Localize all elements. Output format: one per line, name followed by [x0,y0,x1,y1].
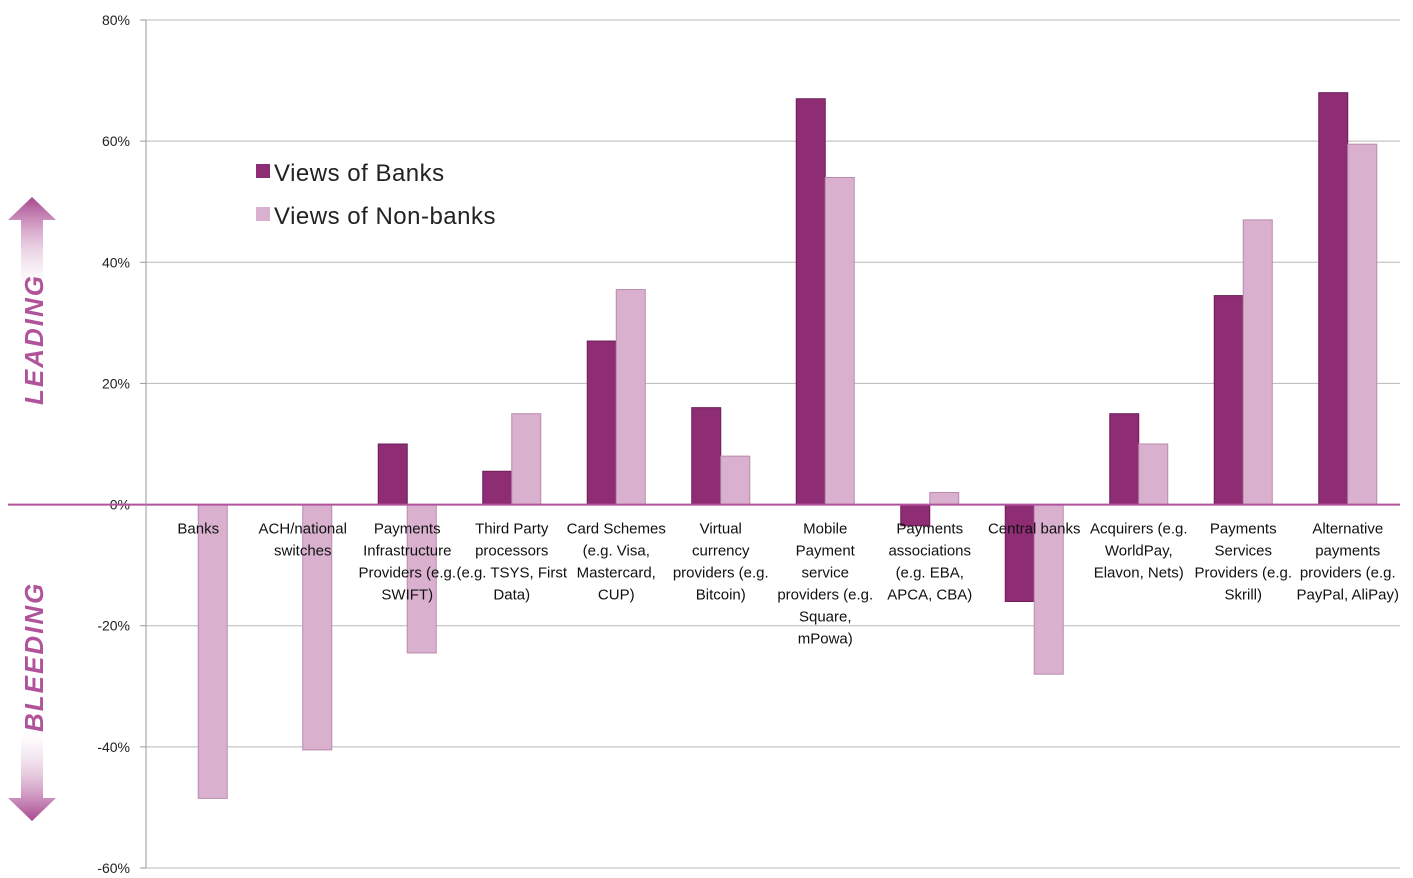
bar-non-banks-5 [720,455,751,506]
legend-label-non-banks: Views of Non-banks [274,203,496,230]
bar-non-banks-11 [1347,143,1378,506]
bar-banks-10 [1213,295,1244,506]
bar-banks-3 [482,470,513,506]
category-label: Payments associations (e.g. EBA, APCA, CBA) [887,521,972,604]
legend: Views of Banks Views of Non-banks [256,160,496,230]
legend-label-banks: Views of Banks [274,160,445,187]
bar-non-banks-2 [406,504,437,654]
category-label: Card Schemes (e.g. Visa, Mastercard, CUP) [567,521,666,604]
bar-non-banks-6 [824,176,855,506]
bar-banks-9 [1109,413,1140,506]
bar-banks-4 [586,340,617,506]
bar-non-banks-1 [302,504,333,751]
y-tick-label: -20% [97,618,130,634]
y-tick-label: -60% [97,860,130,876]
category-label: ACH/national switches [259,521,347,560]
leading-label: LEADING [19,274,49,405]
y-tick-label: 80% [102,12,130,28]
category-label: Third Party processors (e.g. TSYS, First Da… [456,521,567,604]
bar-banks-8 [1004,504,1035,602]
down-arrow-icon [8,730,56,821]
up-arrow-icon [8,197,56,290]
bar-banks-11 [1318,92,1349,506]
category-label: Payments Infrastructure Providers (e.g. SWI… [358,521,456,604]
legend-swatch-non-banks [256,207,270,221]
side-arrows: LEADING BLEEDING [8,197,56,821]
bar-non-banks-8 [1033,504,1064,675]
bar-non-banks-4 [615,289,646,506]
y-tick-label: -40% [97,739,130,755]
category-label: Central banks [988,521,1081,538]
category-labels: Banks ACH/national switches Payments Infrast… [177,521,1399,648]
category-label: Mobile Payment service providers (e.g. Squar… [777,521,873,648]
bar-non-banks-7 [929,491,960,506]
legend-swatch-banks [256,164,270,178]
category-label: Banks [177,521,219,538]
bar-non-banks-9 [1138,443,1169,506]
bar-banks-6 [795,98,826,506]
category-label: Virtual currency providers (e.g. Bitcoin) [673,521,769,604]
category-label: Payments Services Providers (e.g. Skrill) [1194,521,1292,604]
category-label: Alternative payments providers (e.g. PayPal… [1296,521,1399,604]
bar-banks-2 [377,443,408,506]
y-tick-label: 60% [102,133,130,149]
bar-non-banks-3 [511,413,542,506]
y-tick-label: 20% [102,375,130,391]
bar-banks-5 [691,407,722,506]
gridlines [146,19,1400,869]
bars [197,92,1378,799]
bar-non-banks-10 [1242,219,1273,506]
y-axis-ticks: 80%60%40%20%0%-20%-40%-60% [97,12,146,876]
bleeding-label: BLEEDING [19,582,49,732]
category-label: Acquirers (e.g. WorldPay, Elavon, Nets) [1090,521,1188,582]
bar-non-banks-0 [197,504,228,799]
y-tick-label: 40% [102,254,130,270]
